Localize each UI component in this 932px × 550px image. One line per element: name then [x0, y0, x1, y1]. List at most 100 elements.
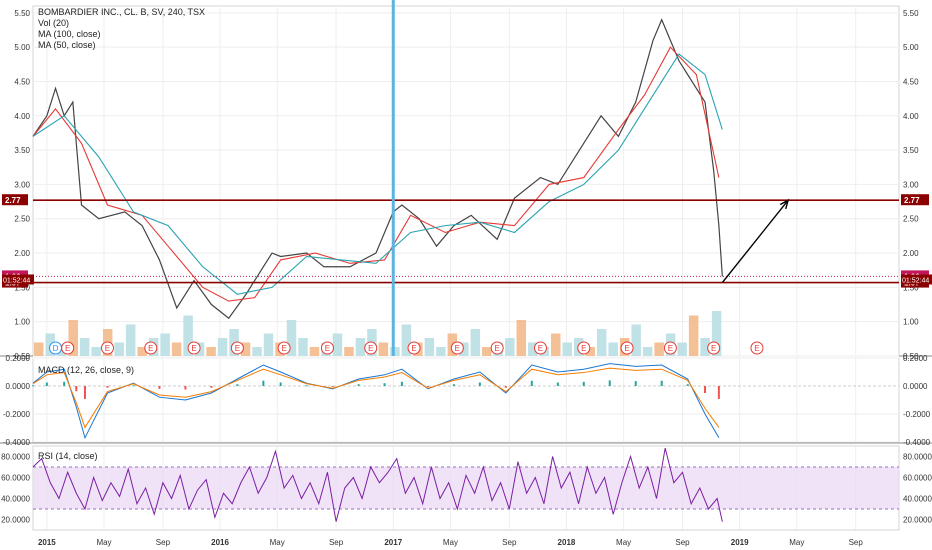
price-tick-label: 0.50: [14, 352, 30, 361]
time-tick-label: 2019: [731, 538, 749, 547]
rsi-tick-label: 40.0000: [1, 495, 30, 504]
earnings-marker[interactable]: E: [144, 341, 158, 355]
earnings-marker[interactable]: E: [620, 341, 634, 355]
macd-tick-label: -0.2000: [903, 410, 931, 419]
rsi-tick-label: 80.0000: [1, 453, 30, 462]
macd-title: MACD (12, 26, close, 9): [38, 365, 134, 375]
volume-bar: [160, 333, 170, 356]
price-tick-label: 4.50: [903, 77, 919, 86]
earnings-marker[interactable]: E: [100, 341, 114, 355]
volume-bar: [309, 347, 320, 356]
earnings-marker[interactable]: E: [61, 341, 75, 355]
time-tick-label: May: [443, 538, 458, 547]
volume-bar: [56, 347, 67, 356]
arrow-shaft: [721, 199, 789, 284]
event-marker-label: E: [455, 344, 460, 353]
volume-bar: [171, 342, 182, 356]
time-tick-label: May: [96, 538, 111, 547]
indicator-vol: Vol (20): [38, 18, 69, 28]
volume-bar: [206, 347, 216, 356]
earnings-marker[interactable]: E: [187, 341, 201, 355]
event-marker-circle: [577, 341, 591, 355]
time-tick-label: May: [616, 538, 631, 547]
earnings-marker[interactable]: E: [750, 341, 764, 355]
volume-bar: [516, 320, 527, 356]
macd-histogram-bar: [331, 386, 334, 387]
volume-bar: [332, 333, 343, 356]
level-label-bg: [2, 194, 28, 206]
time-tick-label: 2018: [558, 538, 576, 547]
rsi-tick-label: 60.0000: [1, 474, 30, 483]
volume-bar: [34, 342, 44, 356]
volume-bar: [424, 338, 435, 356]
volume-bar: [596, 329, 607, 356]
earnings-marker[interactable]: E: [533, 341, 547, 355]
time-tick-label: May: [270, 538, 285, 547]
volume-bar: [562, 342, 572, 356]
event-marker-circle: [61, 341, 75, 355]
volume-bar: [401, 324, 412, 356]
earnings-marker[interactable]: E: [450, 341, 464, 355]
volume-bar: [286, 320, 297, 356]
time-tick-label: Sep: [329, 538, 344, 547]
event-marker-circle: [490, 341, 504, 355]
earnings-marker[interactable]: E: [490, 341, 504, 355]
earnings-marker[interactable]: E: [663, 341, 677, 355]
macd-histogram-bar: [75, 386, 78, 392]
arrow-head: [779, 198, 790, 210]
price-tick-label: 3.50: [14, 146, 30, 155]
macd-histogram-bar: [608, 380, 611, 386]
price-tick-label: 1.50: [14, 283, 30, 292]
volume-bar: [459, 342, 469, 356]
rsi-title: RSI (14, close): [38, 451, 98, 461]
chart-title: BOMBARDIER INC., CL. B, SV, 240, TSX: [38, 7, 205, 17]
price-tick-label: 0.50: [903, 352, 919, 361]
macd-line: [32, 363, 720, 440]
time-tick-label: Sep: [502, 538, 517, 547]
macd-tick-label: -0.4000: [903, 438, 931, 447]
macd-tick-label: 0.2000: [6, 354, 31, 363]
event-marker-circle: [620, 341, 634, 355]
rsi-tick-label: 20.0000: [1, 516, 30, 525]
volume-bar: [551, 333, 561, 356]
earnings-marker[interactable]: E: [707, 341, 721, 355]
rsi-pane[interactable]: 80.0000 60.0000 40.0000 20.0000 80.0000 60.0…: [1, 445, 932, 531]
price-tick-label: 2.50: [14, 215, 30, 224]
earnings-marker[interactable]: E: [577, 341, 591, 355]
countdown-label-bg: [901, 274, 932, 285]
macd-histogram-bar: [132, 385, 135, 387]
countdown-label: 01:52:44: [3, 277, 30, 284]
level-lines: [33, 199, 899, 284]
event-marker-circle: [230, 341, 244, 355]
earnings-marker[interactable]: E: [320, 341, 334, 355]
price-tick-label: 4.00: [903, 112, 919, 121]
time-tick-label: 2016: [211, 538, 229, 547]
earnings-marker[interactable]: E: [277, 341, 291, 355]
macd-pane[interactable]: 0.2000 0.0000 -0.2000 -0.4000 0.2000 0.0000 -…: [0, 354, 932, 447]
time-tick-label: Sep: [849, 538, 864, 547]
volume-bar: [390, 347, 400, 356]
earnings-marker[interactable]: E: [230, 341, 244, 355]
volume-bar: [263, 333, 274, 356]
price-tick-label: 2.00: [903, 249, 919, 258]
macd-histogram-bar: [45, 382, 48, 386]
volume-bar: [79, 338, 90, 356]
event-marker-label: E: [235, 344, 240, 353]
earnings-marker[interactable]: E: [364, 341, 378, 355]
dividend-marker[interactable]: D: [49, 341, 63, 355]
macd-histogram-bar: [63, 381, 66, 386]
level-label: 2.77: [904, 196, 920, 205]
earnings-marker[interactable]: E: [407, 341, 421, 355]
countdown-label-bg: [2, 274, 34, 285]
macd-histogram-bar: [660, 380, 663, 386]
volume-bar: [688, 315, 699, 356]
macd-histogram-bar: [452, 384, 455, 386]
macd-histogram-bar: [305, 385, 308, 387]
time-axis: 2015 May Sep 2016 May Sep 2017 May Sep 2018 May Sep…: [38, 538, 863, 547]
macd-histogram-bar: [210, 386, 213, 388]
volume-bar: [252, 347, 262, 356]
price-tick-label: 5.50: [14, 9, 30, 18]
event-marker-circle: [277, 341, 291, 355]
volume-bar: [677, 342, 687, 356]
